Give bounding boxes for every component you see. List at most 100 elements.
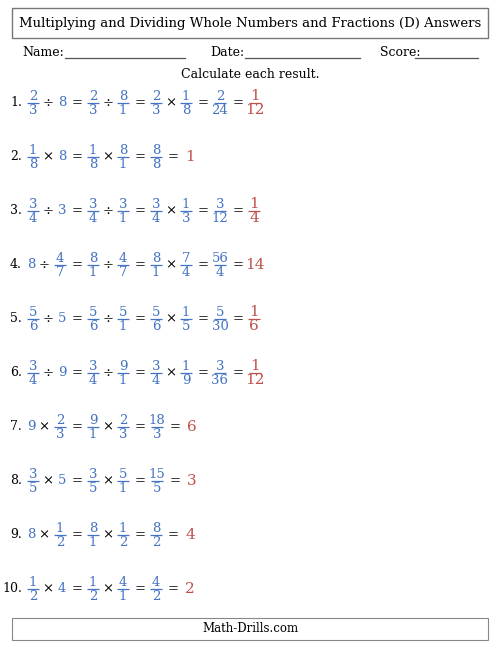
Text: 1: 1 <box>250 89 260 103</box>
Text: =: = <box>170 421 180 433</box>
Text: 6: 6 <box>29 320 37 333</box>
Text: 4: 4 <box>56 252 64 265</box>
Text: 30: 30 <box>212 320 228 333</box>
Text: 2: 2 <box>152 589 160 602</box>
Text: ÷: ÷ <box>42 313 54 325</box>
Text: 3: 3 <box>56 428 64 441</box>
Text: =: = <box>232 313 243 325</box>
Text: =: = <box>72 366 83 380</box>
Text: =: = <box>198 204 208 217</box>
Text: 8: 8 <box>29 157 37 171</box>
Text: 2: 2 <box>152 536 160 549</box>
Text: 1: 1 <box>185 150 195 164</box>
Text: =: = <box>232 366 243 380</box>
Text: 4: 4 <box>89 212 97 225</box>
Text: 3: 3 <box>89 197 97 210</box>
Text: 8: 8 <box>27 259 35 272</box>
Text: 1: 1 <box>119 104 127 116</box>
Text: 5: 5 <box>58 474 66 487</box>
Text: ×: × <box>42 474 54 487</box>
Text: =: = <box>168 151 178 164</box>
Text: =: = <box>232 204 243 217</box>
Text: 9: 9 <box>27 421 35 433</box>
Text: ×: × <box>42 582 54 595</box>
Text: 8: 8 <box>89 521 97 534</box>
Text: 3: 3 <box>152 104 160 116</box>
Text: 9: 9 <box>58 366 66 380</box>
Text: 6.: 6. <box>10 366 22 380</box>
Text: =: = <box>72 313 83 325</box>
Text: ×: × <box>38 529 50 542</box>
Text: 5.: 5. <box>10 313 22 325</box>
Text: 4: 4 <box>119 252 127 265</box>
Text: 8: 8 <box>89 252 97 265</box>
Text: 4: 4 <box>119 575 127 589</box>
Text: 5: 5 <box>89 481 97 494</box>
Text: 3: 3 <box>153 428 161 441</box>
Text: 2: 2 <box>185 582 195 596</box>
Text: 8: 8 <box>58 96 66 109</box>
Text: =: = <box>134 96 145 109</box>
Text: =: = <box>72 151 83 164</box>
Text: 4: 4 <box>152 575 160 589</box>
Text: 4: 4 <box>152 373 160 386</box>
Text: Math-Drills.com: Math-Drills.com <box>202 622 298 635</box>
Text: 1: 1 <box>182 305 190 318</box>
Text: 1.: 1. <box>10 96 22 109</box>
Text: =: = <box>134 582 145 595</box>
Text: =: = <box>134 259 145 272</box>
Text: 1: 1 <box>89 265 97 278</box>
Text: 1: 1 <box>152 265 160 278</box>
Text: 24: 24 <box>212 104 228 116</box>
Text: 5: 5 <box>119 468 127 481</box>
Text: =: = <box>72 259 83 272</box>
Text: 3: 3 <box>152 360 160 373</box>
Text: =: = <box>72 421 83 433</box>
Text: 5: 5 <box>152 305 160 318</box>
Text: 8: 8 <box>58 151 66 164</box>
Text: ×: × <box>166 204 176 217</box>
Text: 8: 8 <box>119 89 127 102</box>
Text: ÷: ÷ <box>102 96 114 109</box>
Text: 5: 5 <box>119 305 127 318</box>
Text: 12: 12 <box>245 373 265 387</box>
Text: 3: 3 <box>89 360 97 373</box>
Text: 4: 4 <box>58 582 66 595</box>
Text: 3: 3 <box>29 197 37 210</box>
Text: =: = <box>170 474 180 487</box>
Text: 7: 7 <box>56 265 64 278</box>
Text: 2: 2 <box>89 589 97 602</box>
Text: 12: 12 <box>245 103 265 117</box>
Text: 9.: 9. <box>10 529 22 542</box>
Text: 1: 1 <box>119 589 127 602</box>
Text: 1: 1 <box>249 197 259 211</box>
Text: 1: 1 <box>89 428 97 441</box>
Text: ÷: ÷ <box>42 366 54 380</box>
Text: ×: × <box>42 151 54 164</box>
Text: ×: × <box>166 96 176 109</box>
Text: 4: 4 <box>182 265 190 278</box>
Text: ×: × <box>38 421 50 433</box>
Text: =: = <box>134 313 145 325</box>
Text: 9: 9 <box>89 413 97 426</box>
Text: 2: 2 <box>29 589 37 602</box>
Text: 3: 3 <box>152 197 160 210</box>
Text: 18: 18 <box>148 413 166 426</box>
Text: 9: 9 <box>119 360 127 373</box>
Text: 5: 5 <box>58 313 66 325</box>
Text: 8: 8 <box>119 144 127 157</box>
Text: 4: 4 <box>29 212 37 225</box>
Text: ×: × <box>102 421 114 433</box>
Text: 8: 8 <box>27 529 35 542</box>
Text: =: = <box>198 366 208 380</box>
Text: ÷: ÷ <box>102 259 114 272</box>
Text: 5: 5 <box>29 481 37 494</box>
Text: 1: 1 <box>29 575 37 589</box>
Text: 1: 1 <box>250 359 260 373</box>
Text: =: = <box>232 96 243 109</box>
Text: 4.: 4. <box>10 259 22 272</box>
Text: 3: 3 <box>119 428 127 441</box>
Text: 3: 3 <box>187 474 197 488</box>
Text: 3: 3 <box>29 360 37 373</box>
Text: 2: 2 <box>56 413 64 426</box>
